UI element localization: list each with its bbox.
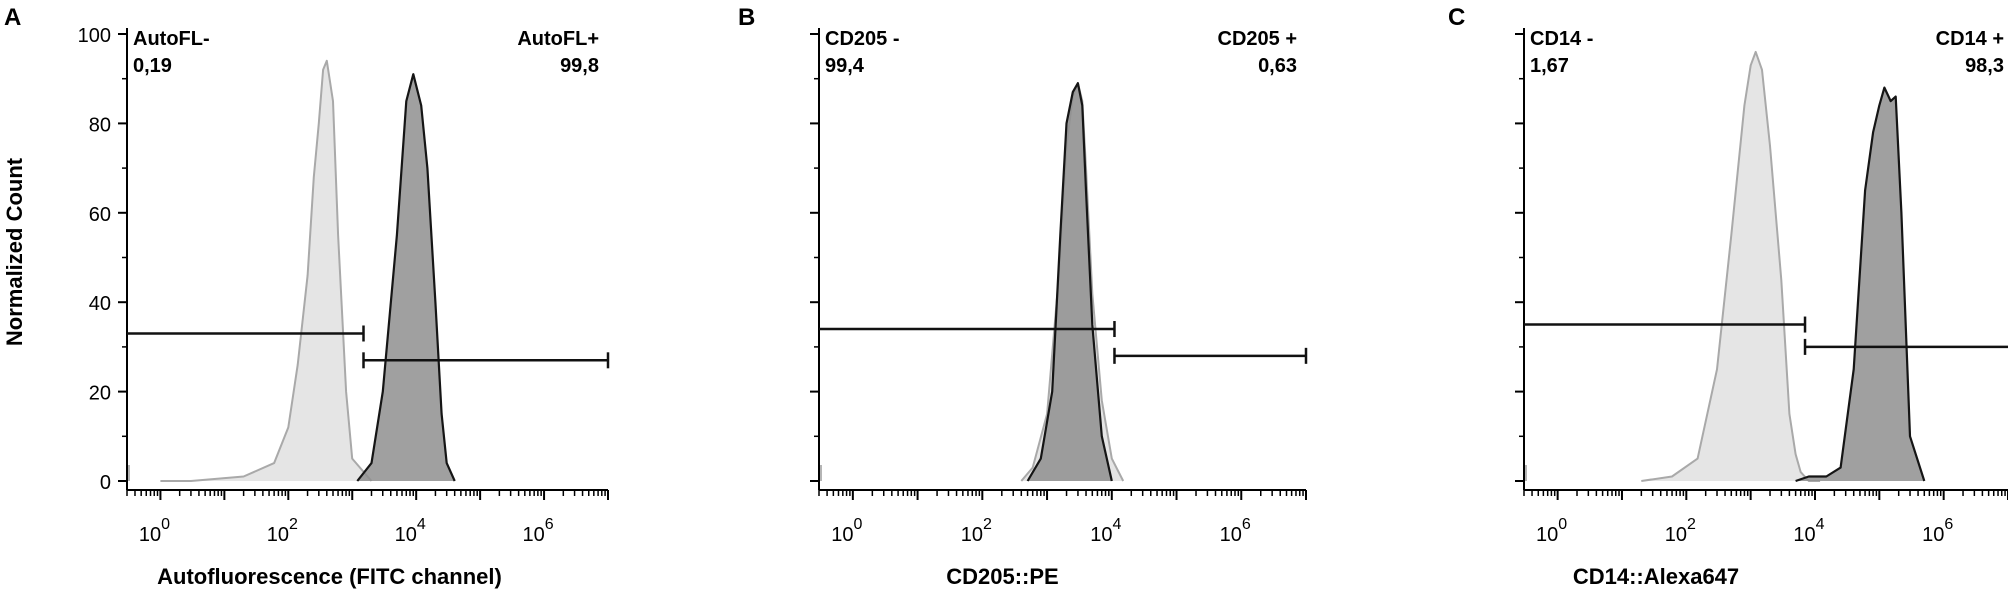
x-tick-label: 106	[1922, 516, 1953, 546]
y-tick-label: 0	[100, 472, 111, 494]
x-tick-label: 100	[139, 516, 170, 546]
x-tick-label: 102	[1665, 516, 1696, 546]
x-tick-label: 104	[1793, 516, 1824, 546]
gate-name: CD14 +	[1936, 28, 2004, 50]
x-axis-label: CD205::PE	[946, 564, 1058, 589]
x-tick-label: 102	[267, 516, 298, 546]
x-tick-label: 104	[395, 516, 426, 546]
gate-name: CD205 -	[825, 28, 899, 50]
gate-value: 0,63	[1258, 55, 1297, 77]
y-axis-label: Normalized Count	[2, 157, 27, 346]
gate-value: 0,19	[133, 55, 172, 77]
x-axis-label: CD14::Alexa647	[1573, 564, 1739, 589]
panel-letter: B	[738, 4, 755, 31]
panel-letter: C	[1448, 4, 1465, 31]
y-tick-label: 20	[89, 383, 111, 405]
gate-value: 99,4	[825, 55, 865, 77]
gate-value: 98,3	[1965, 55, 2004, 77]
x-axis-label: Autofluorescence (FITC channel)	[157, 564, 502, 589]
histogram-series-1	[160, 59, 373, 482]
gate-value: 99,8	[560, 55, 599, 77]
y-tick-label: 100	[78, 25, 111, 47]
histogram-series-2	[1026, 82, 1113, 482]
x-tick-label: 104	[1090, 516, 1121, 546]
panel-letter: A	[4, 4, 21, 31]
gate-name: AutoFL-	[133, 28, 210, 50]
gate-value: 1,67	[1530, 55, 1569, 77]
panel-A: A 0 20 40 60 80 100 100 102 104 106 Autofluorescenc…	[4, 4, 610, 589]
gate-name: CD14 -	[1530, 28, 1593, 50]
x-tick-label: 100	[831, 516, 862, 546]
y-tick-label: 40	[89, 293, 111, 315]
x-tick-label: 102	[961, 516, 992, 546]
gate-name: AutoFL+	[517, 28, 599, 50]
x-tick-label: 106	[1220, 516, 1251, 546]
y-tick-label: 80	[89, 114, 111, 136]
x-tick-label: 100	[1536, 516, 1567, 546]
y-tick-label: 60	[89, 204, 111, 226]
histogram-series-1	[1641, 50, 1821, 482]
histogram-series-2	[1795, 86, 1926, 483]
histogram-series-2	[356, 73, 456, 482]
x-tick-label: 106	[522, 516, 553, 546]
gate-name: CD205 +	[1218, 28, 1298, 50]
